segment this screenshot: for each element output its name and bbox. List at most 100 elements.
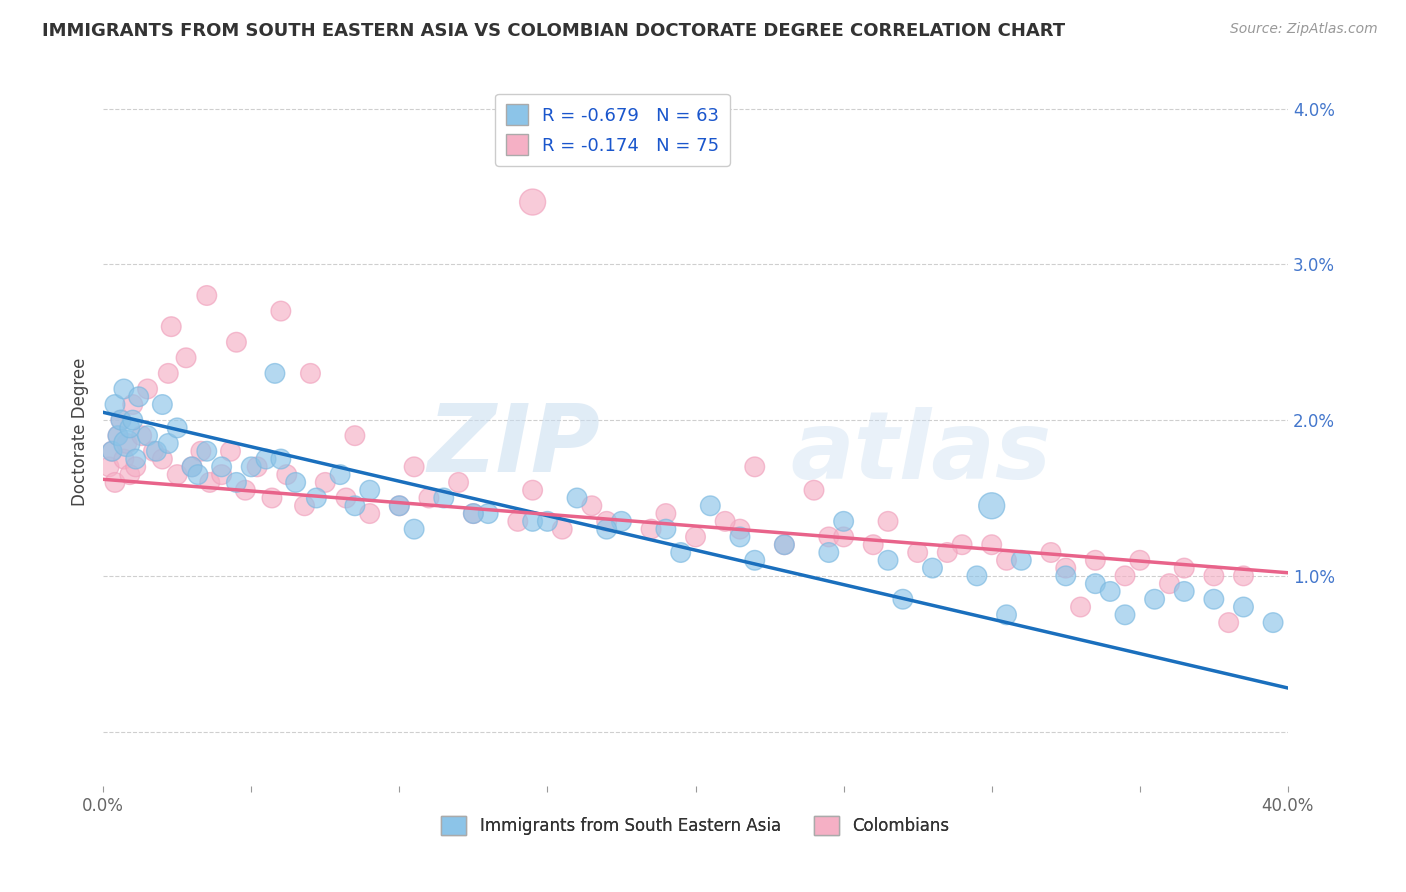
Point bbox=[936, 545, 959, 559]
Point bbox=[832, 530, 855, 544]
Point bbox=[1173, 561, 1195, 575]
Point bbox=[536, 514, 558, 528]
Point bbox=[1159, 576, 1181, 591]
Point bbox=[1084, 576, 1107, 591]
Y-axis label: Doctorate Degree: Doctorate Degree bbox=[72, 358, 89, 506]
Point bbox=[581, 499, 603, 513]
Point bbox=[121, 398, 143, 412]
Legend: Immigrants from South Eastern Asia, Colombians: Immigrants from South Eastern Asia, Colo… bbox=[434, 809, 956, 841]
Point bbox=[1099, 584, 1122, 599]
Point bbox=[966, 569, 988, 583]
Point bbox=[198, 475, 221, 490]
Point bbox=[270, 304, 292, 318]
Point bbox=[980, 499, 1002, 513]
Point bbox=[714, 514, 737, 528]
Point bbox=[907, 545, 929, 559]
Point bbox=[655, 522, 678, 536]
Point bbox=[388, 499, 411, 513]
Point bbox=[166, 421, 188, 435]
Point bbox=[595, 514, 617, 528]
Point bbox=[1173, 584, 1195, 599]
Point bbox=[640, 522, 662, 536]
Point bbox=[335, 491, 357, 505]
Point bbox=[522, 514, 544, 528]
Point bbox=[669, 545, 692, 559]
Point bbox=[112, 382, 135, 396]
Point bbox=[254, 452, 277, 467]
Point bbox=[107, 428, 129, 442]
Point bbox=[388, 499, 411, 513]
Point bbox=[136, 428, 159, 442]
Point bbox=[1261, 615, 1284, 630]
Point bbox=[101, 444, 124, 458]
Point bbox=[1070, 600, 1092, 615]
Point bbox=[699, 499, 721, 513]
Point bbox=[744, 553, 766, 567]
Point bbox=[270, 452, 292, 467]
Point bbox=[877, 514, 900, 528]
Point bbox=[329, 467, 352, 482]
Point bbox=[817, 545, 839, 559]
Point bbox=[921, 561, 943, 575]
Point bbox=[174, 351, 197, 365]
Point bbox=[125, 452, 148, 467]
Point bbox=[803, 483, 825, 498]
Point bbox=[891, 592, 914, 607]
Point bbox=[1129, 553, 1152, 567]
Point bbox=[655, 507, 678, 521]
Point bbox=[862, 538, 884, 552]
Point bbox=[980, 538, 1002, 552]
Text: IMMIGRANTS FROM SOUTH EASTERN ASIA VS COLOMBIAN DOCTORATE DEGREE CORRELATION CHA: IMMIGRANTS FROM SOUTH EASTERN ASIA VS CO… bbox=[42, 22, 1066, 40]
Point bbox=[107, 428, 129, 442]
Point bbox=[264, 367, 287, 381]
Point bbox=[463, 507, 485, 521]
Point bbox=[110, 413, 132, 427]
Point bbox=[181, 459, 204, 474]
Point bbox=[773, 538, 796, 552]
Point bbox=[101, 444, 124, 458]
Point bbox=[447, 475, 470, 490]
Point bbox=[294, 499, 316, 513]
Point bbox=[284, 475, 307, 490]
Point bbox=[166, 467, 188, 482]
Point bbox=[728, 522, 751, 536]
Point bbox=[595, 522, 617, 536]
Point bbox=[305, 491, 328, 505]
Point bbox=[125, 459, 148, 474]
Point bbox=[832, 514, 855, 528]
Point bbox=[744, 459, 766, 474]
Point bbox=[817, 530, 839, 544]
Point bbox=[195, 288, 218, 302]
Point bbox=[246, 459, 269, 474]
Point bbox=[145, 444, 167, 458]
Point bbox=[685, 530, 707, 544]
Point bbox=[118, 421, 141, 435]
Point bbox=[1054, 561, 1077, 575]
Point bbox=[157, 367, 180, 381]
Point bbox=[112, 452, 135, 467]
Text: ZIP: ZIP bbox=[427, 400, 600, 492]
Point bbox=[225, 335, 247, 350]
Point bbox=[404, 522, 426, 536]
Point bbox=[136, 382, 159, 396]
Point bbox=[260, 491, 283, 505]
Point bbox=[190, 444, 212, 458]
Point bbox=[359, 507, 381, 521]
Point bbox=[995, 607, 1018, 622]
Point bbox=[773, 538, 796, 552]
Point bbox=[551, 522, 574, 536]
Point bbox=[131, 428, 153, 442]
Point bbox=[211, 459, 233, 474]
Point bbox=[565, 491, 588, 505]
Point bbox=[1202, 569, 1225, 583]
Point bbox=[522, 195, 544, 210]
Point bbox=[522, 483, 544, 498]
Point bbox=[610, 514, 633, 528]
Point bbox=[1232, 600, 1254, 615]
Point bbox=[240, 459, 263, 474]
Point bbox=[181, 459, 204, 474]
Point bbox=[343, 428, 366, 442]
Point bbox=[404, 459, 426, 474]
Point bbox=[1114, 607, 1136, 622]
Point bbox=[950, 538, 973, 552]
